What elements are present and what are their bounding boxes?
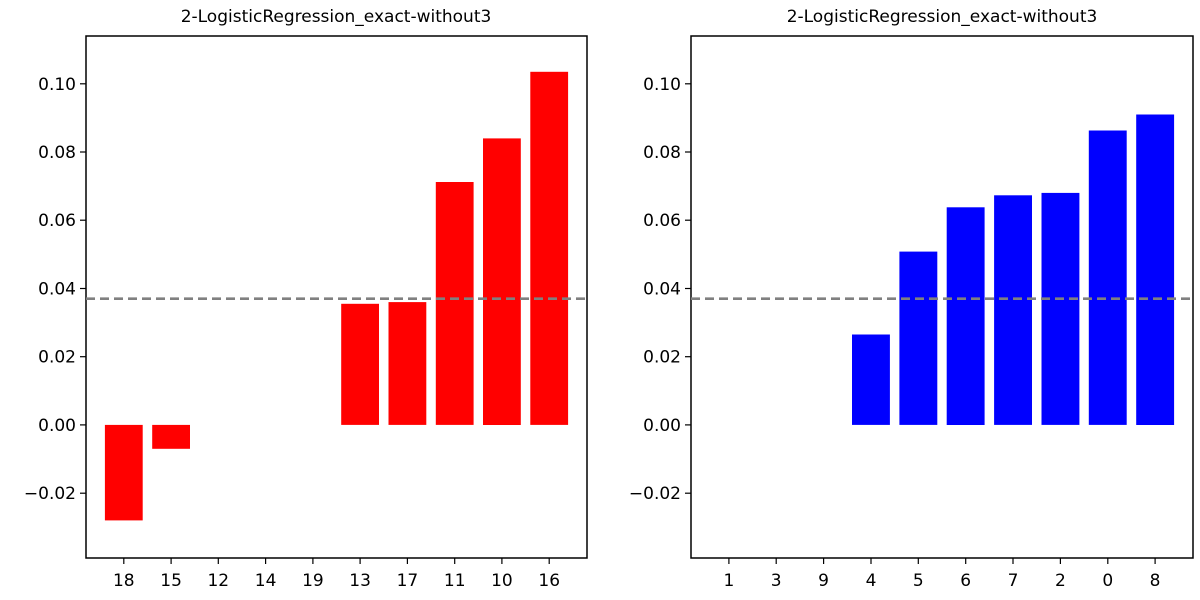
- left-xtick-label: 17: [397, 571, 419, 591]
- right-bar-5: [899, 251, 938, 425]
- left-ytick-label: 0.00: [38, 416, 76, 436]
- left-bar-15: [152, 424, 190, 449]
- right-chart-panel: 2-LogisticRegression_exact-without3 −0.0…: [629, 7, 1194, 591]
- right-xtick-label: 2: [1055, 571, 1066, 591]
- left-xtick-label: 16: [538, 571, 560, 591]
- left-xtick-label: 12: [207, 571, 229, 591]
- right-bar-0: [1088, 130, 1127, 425]
- right-ytick-label: 0.00: [643, 416, 681, 436]
- left-chart-title: 2-LogisticRegression_exact-without3: [181, 7, 492, 27]
- right-xtick-label: 3: [771, 571, 782, 591]
- left-bar-13: [341, 303, 379, 425]
- right-chart-title: 2-LogisticRegression_exact-without3: [787, 7, 1098, 27]
- left-xtick-label: 19: [302, 571, 324, 591]
- right-ytick-label: −0.02: [629, 484, 681, 504]
- left-bar-17: [388, 302, 427, 425]
- left-xtick-label: 13: [349, 571, 371, 591]
- left-ytick-label: 0.08: [38, 143, 76, 163]
- right-xtick-label: 9: [818, 571, 829, 591]
- left-xtick-label: 11: [444, 571, 466, 591]
- left-xtick-label: 18: [113, 571, 135, 591]
- right-axes-frame: [690, 35, 1194, 559]
- left-bar-18: [104, 424, 143, 521]
- left-ytick-label: 0.04: [38, 280, 76, 300]
- right-xtick-label: 7: [1008, 571, 1019, 591]
- left-ytick-label: 0.06: [38, 211, 76, 231]
- right-y-ticks: −0.02 0.00 0.02 0.04 0.06 0.08 0.10: [629, 75, 691, 504]
- left-ytick-label: 0.10: [38, 75, 76, 95]
- left-xtick-label: 14: [255, 571, 277, 591]
- right-bars: [852, 114, 1175, 425]
- right-bar-8: [1136, 114, 1175, 425]
- left-ytick-label: −0.02: [24, 484, 76, 504]
- right-xtick-label: 1: [723, 571, 734, 591]
- right-ytick-label: 0.02: [643, 348, 681, 368]
- left-xtick-label: 15: [160, 571, 182, 591]
- left-bars: [104, 71, 569, 521]
- right-xtick-label: 5: [913, 571, 924, 591]
- right-xtick-label: 4: [866, 571, 877, 591]
- left-y-ticks: −0.02 0.00 0.02 0.04 0.06 0.08 0.10: [24, 75, 86, 504]
- right-bar-6: [946, 207, 985, 425]
- right-xtick-label: 0: [1102, 571, 1113, 591]
- right-x-ticks: 1 3 9 4 5 6 7 2 0 8: [723, 558, 1161, 591]
- right-xtick-label: 6: [960, 571, 971, 591]
- left-bar-10: [483, 138, 521, 425]
- right-ytick-label: 0.10: [643, 75, 681, 95]
- right-ytick-label: 0.04: [643, 280, 681, 300]
- right-ytick-label: 0.08: [643, 143, 681, 163]
- left-bar-11: [435, 182, 474, 425]
- right-bar-4: [852, 334, 890, 425]
- left-xtick-label: 10: [491, 571, 513, 591]
- right-bar-2: [1041, 192, 1080, 425]
- left-x-ticks: 18 15 12 14 19 13 17 11 10 16: [113, 558, 560, 591]
- right-ytick-label: 0.06: [643, 211, 681, 231]
- left-chart-panel: 2-LogisticRegression_exact-without3 −0.0…: [24, 7, 588, 591]
- left-ytick-label: 0.02: [38, 348, 76, 368]
- left-bar-16: [530, 71, 569, 425]
- left-axes-frame: [85, 35, 588, 559]
- right-bar-7: [994, 195, 1032, 425]
- right-xtick-label: 8: [1150, 571, 1161, 591]
